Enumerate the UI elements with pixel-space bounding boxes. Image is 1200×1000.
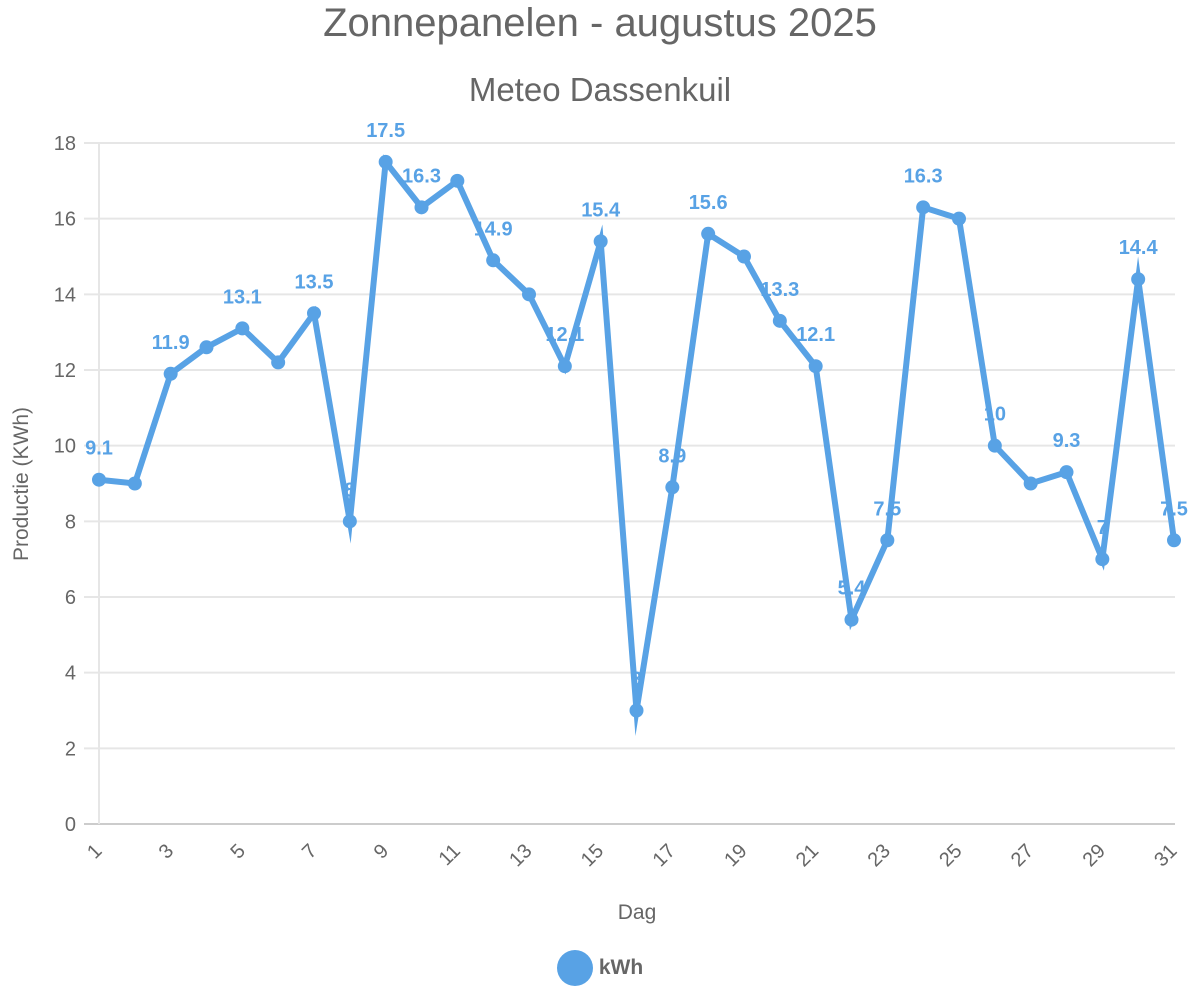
- x-tick-label: 21: [792, 840, 823, 871]
- y-tick-label: 18: [54, 133, 76, 155]
- data-point[interactable]: [92, 472, 106, 487]
- y-tick-label: 2: [65, 738, 76, 760]
- y-tick-label: 12: [54, 360, 76, 382]
- data-point[interactable]: [378, 154, 393, 169]
- x-tick-label: 3: [155, 840, 178, 863]
- x-tick-label: 15: [577, 840, 608, 871]
- x-tick-label: 23: [864, 840, 895, 871]
- data-label: 14.9: [474, 218, 513, 240]
- series-line: [98, 154, 1177, 737]
- data-label: 5.4: [838, 578, 867, 600]
- data-point[interactable]: [199, 340, 214, 355]
- data-point[interactable]: [844, 612, 859, 627]
- x-tick-label: 1: [83, 840, 106, 863]
- data-point[interactable]: [450, 173, 465, 188]
- data-point[interactable]: [880, 533, 895, 548]
- data-point[interactable]: [1095, 552, 1110, 567]
- x-tick-label: 29: [1079, 840, 1110, 871]
- data-point[interactable]: [593, 234, 608, 249]
- data-label: 11.9: [152, 332, 190, 354]
- legend-label: kWh: [598, 956, 644, 979]
- data-point[interactable]: [987, 438, 1002, 453]
- legend-marker-icon: [556, 950, 593, 986]
- data-label: 9.1: [85, 438, 113, 460]
- chart-subtitle: Meteo Dassenkuil: [468, 71, 732, 108]
- data-point[interactable]: [163, 366, 178, 381]
- data-point[interactable]: [342, 514, 357, 529]
- data-label: 17.5: [366, 120, 405, 142]
- data-label: 9.3: [1053, 430, 1081, 452]
- data-point[interactable]: [952, 211, 966, 226]
- data-label: 12.1: [796, 324, 835, 346]
- data-point[interactable]: [127, 476, 142, 491]
- data-label: 8.9: [658, 445, 686, 467]
- data-label: 14.4: [1119, 237, 1159, 259]
- chart-title: Zonnepanelen - augustus 2025: [323, 1, 877, 45]
- y-tick-label: 14: [54, 284, 76, 306]
- data-point[interactable]: [1023, 476, 1038, 491]
- data-label: 16.3: [402, 165, 441, 187]
- data-point[interactable]: [737, 249, 751, 264]
- data-point[interactable]: [701, 226, 716, 241]
- data-point[interactable]: [271, 355, 286, 370]
- data-label: 3: [631, 669, 642, 691]
- y-axis-ticks: 0 2 4 6 8 10 12 14 16 18: [54, 133, 76, 836]
- data-label: 10: [984, 404, 1006, 426]
- x-tick-label: 31: [1150, 840, 1181, 871]
- x-tick-label: 19: [720, 840, 751, 871]
- y-tick-label: 8: [65, 511, 76, 533]
- data-label: 7.5: [873, 498, 901, 520]
- legend[interactable]: kWh: [0, 950, 1200, 986]
- series-kwh: [92, 154, 1181, 737]
- data-label: 16.3: [904, 165, 943, 187]
- data-label: 13.3: [760, 279, 799, 301]
- y-tick-label: 16: [54, 209, 76, 231]
- data-label: 13.1: [223, 286, 262, 308]
- x-tick-label: 7: [298, 840, 321, 863]
- x-axis-ticks: 1 3 5 7 9 11 13 15 17 19 21 23 25 27 29 31: [83, 840, 1181, 871]
- data-label: 13.5: [295, 271, 334, 293]
- gridlines: [84, 142, 1175, 825]
- data-point[interactable]: [1131, 272, 1146, 287]
- data-label: 12.1: [545, 324, 584, 346]
- data-label: 15.4: [581, 199, 621, 221]
- data-point[interactable]: [307, 306, 321, 321]
- y-tick-label: 0: [65, 814, 76, 836]
- x-tick-label: 27: [1007, 840, 1038, 871]
- y-axis-label: Productie (KWh): [10, 407, 33, 561]
- x-tick-label: 9: [370, 840, 393, 863]
- data-point[interactable]: [665, 480, 680, 495]
- data-label: 15.6: [689, 192, 728, 214]
- data-point[interactable]: [235, 321, 250, 336]
- data-point[interactable]: [486, 253, 501, 268]
- x-tick-label: 5: [226, 840, 249, 863]
- data-point[interactable]: [1059, 465, 1074, 480]
- data-label: 8: [344, 479, 355, 501]
- data-point[interactable]: [916, 200, 931, 215]
- x-tick-label: 25: [935, 840, 966, 871]
- data-label: 7: [1097, 517, 1108, 539]
- data-point[interactable]: [1167, 533, 1181, 548]
- data-point[interactable]: [557, 359, 572, 374]
- x-axis-label: Dag: [618, 901, 657, 924]
- data-point[interactable]: [522, 287, 536, 302]
- y-tick-label: 6: [65, 587, 76, 609]
- x-tick-label: 11: [435, 840, 465, 870]
- data-labels: 9.1 11.9 13.1 13.5 8 17.5 16.3 14.9 12.1 15.4 3 8.9…: [85, 120, 1188, 691]
- data-point[interactable]: [772, 313, 787, 328]
- x-tick-label: 13: [505, 840, 536, 871]
- data-point[interactable]: [629, 703, 644, 718]
- y-tick-label: 10: [54, 436, 76, 458]
- data-point[interactable]: [808, 359, 823, 374]
- data-point[interactable]: [414, 200, 429, 215]
- y-tick-label: 4: [65, 663, 76, 685]
- data-label: 7.5: [1160, 498, 1188, 520]
- x-tick-label: 17: [649, 840, 680, 871]
